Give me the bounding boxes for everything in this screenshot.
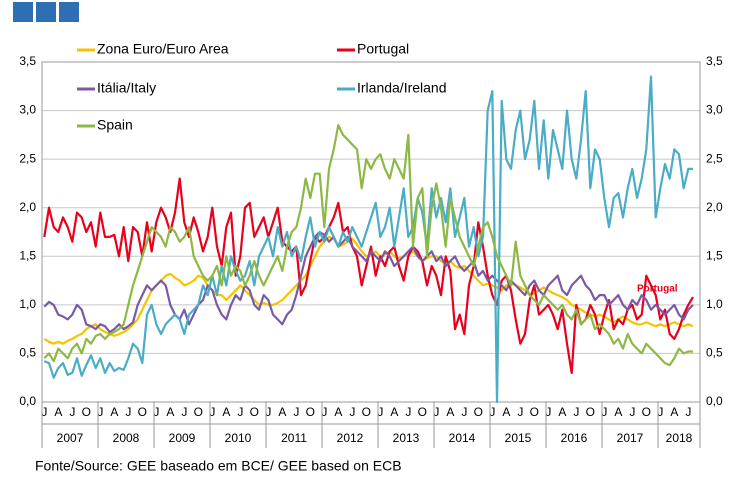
year-label: 2010 xyxy=(225,431,252,445)
x-tick-label: J xyxy=(629,405,635,419)
x-tick-label: J xyxy=(601,405,607,419)
x-tick-label: J xyxy=(125,405,131,419)
y-tick-label: 2,5 xyxy=(19,151,36,165)
deco-square xyxy=(59,2,79,22)
y2-tick-label: 3,5 xyxy=(706,54,723,68)
y2-tick-label: 2,5 xyxy=(706,151,723,165)
y-tick-label: 3,0 xyxy=(19,103,36,117)
x-tick-label: A xyxy=(110,405,118,419)
year-label: 2014 xyxy=(449,431,476,445)
x-tick-label: A xyxy=(222,405,230,419)
series-line xyxy=(43,230,694,334)
year-label: 2013 xyxy=(393,431,420,445)
series-line xyxy=(43,124,693,367)
year-label: 2016 xyxy=(561,431,588,445)
x-tick-label: O xyxy=(194,405,203,419)
x-tick-label: J xyxy=(265,405,271,419)
deco-square xyxy=(36,2,56,22)
source: Fonte/Source: GEE baseado em BCE/ GEE ba… xyxy=(35,458,402,474)
x-tick-label: O xyxy=(250,405,259,419)
x-tick-label: J xyxy=(377,405,383,419)
x-tick-label: O xyxy=(586,405,595,419)
x-tick-label: J xyxy=(573,405,579,419)
x-tick-label: J xyxy=(97,405,103,419)
x-tick-label: O xyxy=(530,405,539,419)
x-tick-label: A xyxy=(54,405,62,419)
x-tick-label: J xyxy=(153,405,159,419)
y-tick-label: 2,0 xyxy=(19,200,36,214)
year-label: 2012 xyxy=(337,431,364,445)
legend-label: Portugal xyxy=(357,41,409,57)
x-tick-label: J xyxy=(349,405,355,419)
x-tick-label: J xyxy=(489,405,495,419)
x-tick-label: A xyxy=(166,405,174,419)
x-tick-label: A xyxy=(670,405,678,419)
x-tick-label: O xyxy=(82,405,91,419)
year-label: 2009 xyxy=(169,431,196,445)
plot-frame xyxy=(41,61,701,403)
x-tick-label: J xyxy=(237,405,243,419)
x-tick-label: J xyxy=(405,405,411,419)
year-label: 2017 xyxy=(617,431,644,445)
x-tick-label: A xyxy=(334,405,342,419)
y-tick-label: 3,5 xyxy=(19,54,36,68)
x-tick-label: A xyxy=(502,405,510,419)
x-tick-label: A xyxy=(558,405,566,419)
legend-label: Spain xyxy=(97,117,133,133)
year-label: 2007 xyxy=(57,431,84,445)
x-tick-label: O xyxy=(362,405,371,419)
x-tick-label: J xyxy=(181,405,187,419)
y-tick-label: 1,0 xyxy=(19,297,36,311)
year-label: 2015 xyxy=(505,431,532,445)
x-tick-label: A xyxy=(446,405,454,419)
x-tick-label: A xyxy=(390,405,398,419)
x-tick-label: A xyxy=(614,405,622,419)
x-tick-label: O xyxy=(418,405,427,419)
year-label: 2008 xyxy=(113,431,140,445)
y-tick-label: 0,5 xyxy=(19,346,36,360)
x-tick-label: O xyxy=(138,405,147,419)
y-tick-label: 0,0 xyxy=(19,394,36,408)
y2-tick-label: 3,0 xyxy=(706,103,723,117)
y2-tick-label: 0,5 xyxy=(706,346,723,360)
x-tick-label: J xyxy=(545,405,551,419)
x-tick-label: A xyxy=(278,405,286,419)
y2-tick-label: 1,0 xyxy=(706,297,723,311)
series-line xyxy=(43,75,693,404)
x-tick-label: J xyxy=(461,405,467,419)
annotation: Portugal xyxy=(637,284,678,295)
legend-label: Zona Euro/Euro Area xyxy=(97,41,229,57)
x-tick-label: O xyxy=(306,405,315,419)
y2-tick-label: 2,0 xyxy=(706,200,723,214)
legend-label: Itália/Italy xyxy=(97,80,156,96)
x-tick-label: O xyxy=(474,405,483,419)
x-tick-label: O xyxy=(642,405,651,419)
x-tick-label: J xyxy=(685,405,691,419)
x-tick-label: J xyxy=(293,405,299,419)
year-label: 2018 xyxy=(666,431,693,445)
x-tick-label: J xyxy=(69,405,75,419)
x-tick-label: J xyxy=(657,405,663,419)
x-tick-label: J xyxy=(321,405,327,419)
x-tick-label: J xyxy=(433,405,439,419)
deco-square xyxy=(13,2,33,22)
y2-tick-label: 0,0 xyxy=(706,394,723,408)
y-tick-label: 1,5 xyxy=(19,248,36,262)
x-tick-label: J xyxy=(517,405,523,419)
year-label: 2011 xyxy=(281,431,307,445)
x-tick-label: J xyxy=(209,405,215,419)
x-tick-label: J xyxy=(41,405,47,419)
y2-tick-label: 1,5 xyxy=(706,248,723,262)
legend-label: Irlanda/Ireland xyxy=(357,80,447,96)
